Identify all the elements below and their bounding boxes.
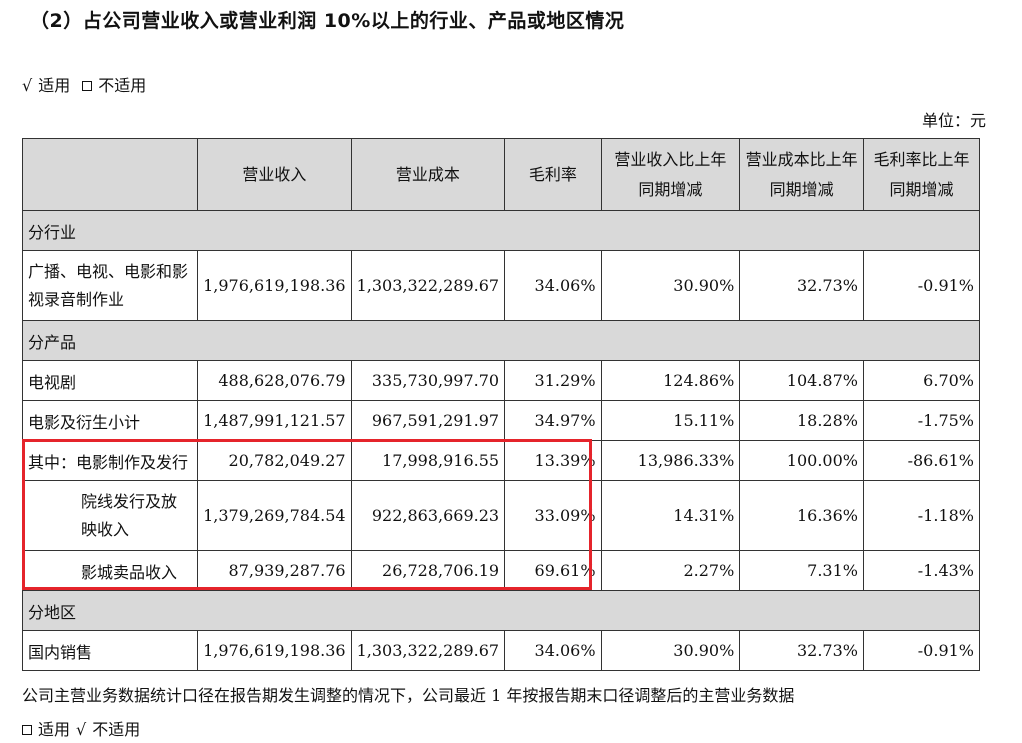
applicable-label: 适用 <box>38 76 71 95</box>
unit-label: 单位：元 <box>921 111 986 130</box>
cell-margin: 34.06% <box>504 250 602 321</box>
cell-revenue-change: 13,986.33% <box>600 440 741 481</box>
cell-revenue: 1,379,269,784.54 <box>197 480 352 551</box>
cell-cost: 335,730,997.70 <box>350 360 506 401</box>
header-revenue-change: 营业收入比上年同期增减 <box>600 138 741 211</box>
cell-cost-change: 32.73% <box>739 630 864 671</box>
not-applicable-label: 不适用 <box>92 720 141 739</box>
cell-cost: 1,303,322,289.67 <box>350 630 506 671</box>
cell-cost: 967,591,291.97 <box>350 400 506 441</box>
section-region-label: 分地区 <box>22 590 980 631</box>
cell-cost-change: 104.87% <box>739 360 864 401</box>
header-margin-change: 毛利率比上年同期增减 <box>862 138 981 211</box>
cell-cost: 26,728,706.19 <box>350 550 506 591</box>
row-label: 广播、电视、电影和影视录音制作业 <box>21 250 199 321</box>
section-title: （2）占公司营业收入或营业利润 10%以上的行业、产品或地区情况 <box>30 10 625 32</box>
cell-revenue: 87,939,287.76 <box>197 550 352 591</box>
table-row: 广播、电视、电影和影视录音制作业 1,976,619,198.36 1,303,… <box>21 250 981 321</box>
cell-cost-change: 32.73% <box>739 250 864 321</box>
section-product-label: 分产品 <box>22 320 980 361</box>
not-applicable-label: 不适用 <box>98 76 147 95</box>
table-row: 电影及衍生小计 1,487,991,121.57 967,591,291.97 … <box>21 400 981 441</box>
cell-revenue-change: 124.86% <box>600 360 741 401</box>
section-row: 分产品 <box>22 320 980 361</box>
cell-revenue: 1,976,619,198.36 <box>197 630 352 671</box>
row-label: 其中：电影制作及发行 <box>21 440 199 481</box>
table-row: 影城卖品收入 87,939,287.76 26,728,706.19 69.61… <box>21 550 981 591</box>
cell-cost: 17,998,916.55 <box>350 440 506 481</box>
cell-margin: 31.29% <box>504 360 602 401</box>
header-cost-change: 营业成本比上年同期增减 <box>739 138 864 211</box>
cell-margin-change: -86.61% <box>862 440 981 481</box>
cell-margin-change: -0.91% <box>862 250 981 321</box>
section-row: 分地区 <box>22 590 980 631</box>
row-label: 电影及衍生小计 <box>21 400 199 441</box>
cell-margin-change: -1.43% <box>862 550 981 591</box>
row-label: 影城卖品收入 <box>21 550 199 591</box>
cell-margin-change: -1.18% <box>862 480 981 551</box>
cell-revenue: 1,487,991,121.57 <box>197 400 352 441</box>
cell-margin: 33.09% <box>504 480 602 551</box>
cell-revenue: 20,782,049.27 <box>197 440 352 481</box>
applicable-label: 适用 <box>38 720 71 739</box>
cell-revenue-change: 30.90% <box>600 250 741 321</box>
cell-revenue-change: 2.27% <box>600 550 741 591</box>
cell-cost-change: 18.28% <box>739 400 864 441</box>
header-cost: 营业成本 <box>350 138 506 211</box>
check-mark: √ <box>76 720 87 739</box>
row-label: 电视剧 <box>21 360 199 401</box>
row-label: 国内销售 <box>21 630 199 671</box>
cell-revenue: 488,628,076.79 <box>197 360 352 401</box>
section-industry-label: 分行业 <box>22 210 980 251</box>
cell-margin-change: -0.91% <box>862 630 981 671</box>
cell-cost-change: 7.31% <box>739 550 864 591</box>
cell-revenue-change: 14.31% <box>600 480 741 551</box>
table-row: 国内销售 1,976,619,198.36 1,303,322,289.67 3… <box>21 630 981 671</box>
cell-revenue-change: 30.90% <box>600 630 741 671</box>
footnote: 公司主营业务数据统计口径在报告期发生调整的情况下，公司最近 1 年按报告期末口径… <box>22 686 795 705</box>
header-margin: 毛利率 <box>504 138 602 211</box>
header-blank <box>21 138 199 211</box>
table-row: 其中：电影制作及发行 20,782,049.27 17,998,916.55 1… <box>21 440 981 481</box>
table-row: 电视剧 488,628,076.79 335,730,997.70 31.29%… <box>21 360 981 401</box>
cell-margin: 69.61% <box>504 550 602 591</box>
cell-margin: 13.39% <box>504 440 602 481</box>
cell-cost-change: 100.00% <box>739 440 864 481</box>
cell-cost: 1,303,322,289.67 <box>350 250 506 321</box>
cell-margin-change: -1.75% <box>862 400 981 441</box>
cell-margin-change: 6.70% <box>862 360 981 401</box>
applicability-top: √ 适用 不适用 <box>22 72 152 96</box>
revenue-table: 营业收入 营业成本 毛利率 营业收入比上年同期增减 营业成本比上年同期增减 毛利… <box>21 138 981 671</box>
cell-cost-change: 16.36% <box>739 480 864 551</box>
checkbox-icon <box>82 81 93 91</box>
checkbox-icon <box>22 725 32 735</box>
header-revenue: 营业收入 <box>197 138 352 211</box>
check-mark: √ <box>22 76 33 95</box>
header-row: 营业收入 营业成本 毛利率 营业收入比上年同期增减 营业成本比上年同期增减 毛利… <box>21 138 981 211</box>
cell-margin: 34.97% <box>504 400 602 441</box>
table-row: 院线发行及放映收入 1,379,269,784.54 922,863,669.2… <box>21 480 981 551</box>
cell-margin: 34.06% <box>504 630 602 671</box>
applicability-bottom: 适用 √ 不适用 <box>22 716 146 740</box>
cell-revenue-change: 15.11% <box>600 400 741 441</box>
cell-cost: 922,863,669.23 <box>350 480 506 551</box>
row-label: 院线发行及放映收入 <box>21 480 199 551</box>
cell-revenue: 1,976,619,198.36 <box>197 250 352 321</box>
section-row: 分行业 <box>22 210 980 251</box>
